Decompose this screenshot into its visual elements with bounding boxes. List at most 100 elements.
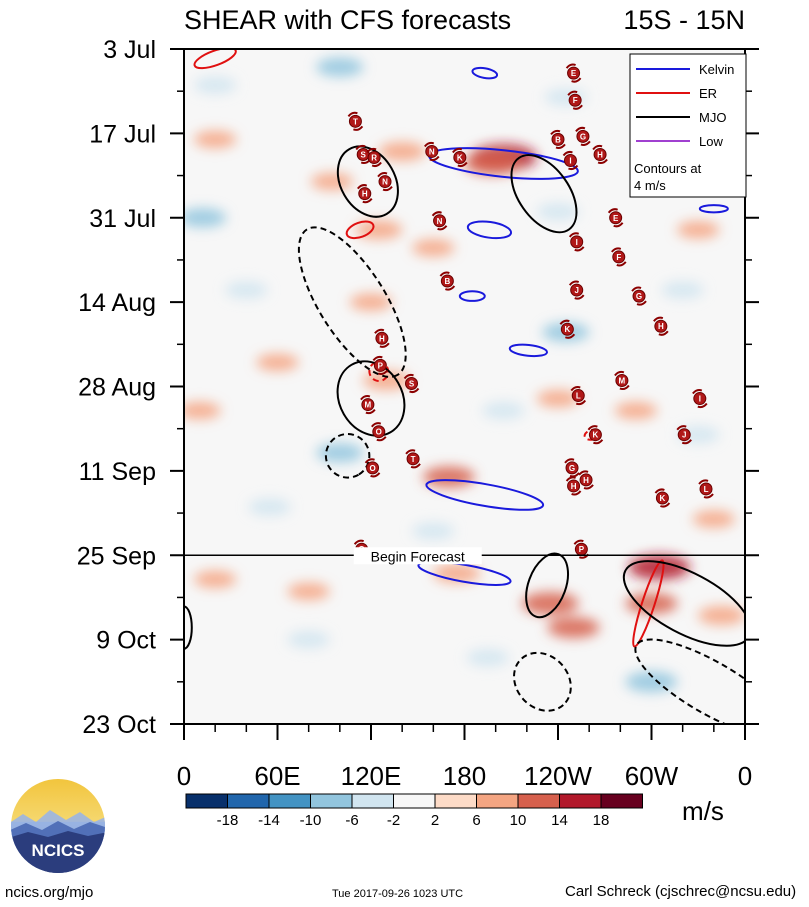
storm-marker: H: [578, 470, 594, 490]
storm-marker-dot: [571, 389, 585, 403]
ncics-logo: NCICS: [8, 776, 108, 881]
colorbar-swatch: [268, 793, 311, 809]
footer-website[interactable]: ncics.org/mjo: [5, 884, 94, 901]
storm-marker-dot: [440, 274, 454, 288]
storm-marker-spiral: [347, 111, 364, 131]
shear-patch: [412, 239, 455, 257]
storm-marker: I: [562, 150, 579, 171]
storm-marker-dot: [655, 491, 669, 505]
storm-marker: G: [575, 126, 591, 146]
kelvin-contour: [466, 220, 513, 240]
storm-marker-dot: [570, 283, 584, 297]
legend-label: Low: [699, 134, 723, 149]
shear-patch: [464, 152, 521, 175]
shear-patch: [466, 649, 510, 667]
storm-marker-dot: [677, 428, 691, 442]
storm-marker-dot: [373, 358, 387, 372]
storm-marker-letter: N: [429, 147, 435, 156]
mjo-contour: [336, 145, 399, 218]
storm-marker-dot: [372, 425, 386, 439]
storm-marker-letter: J: [682, 431, 686, 440]
colorbar-tick-label: 6: [472, 812, 480, 829]
kelvin-contour: [417, 560, 512, 586]
storm-marker-letter: H: [583, 476, 589, 485]
axes: 3 Jul 17 Jul 31 Jul 14 Aug 28 Aug 11 Sep 25 Se…: [77, 36, 759, 791]
shear-patch: [536, 389, 580, 408]
shear-patch: [614, 401, 658, 420]
storm-marker: H: [374, 328, 390, 348]
storm-marker-dot: [366, 461, 380, 475]
storm-marker-dot: [693, 392, 707, 406]
shear-patch: [248, 498, 291, 516]
y-tick-label: 3 Jul: [103, 36, 156, 64]
storm-marker-dot: [588, 428, 602, 442]
shear-patch: [536, 203, 580, 221]
storm-marker-spiral: [564, 458, 580, 478]
ncics-logo-mark: NCICS: [11, 779, 105, 873]
colorbar-swatch: [600, 793, 643, 809]
legend-label: Kelvin: [699, 62, 734, 77]
mjo-contour: [184, 605, 193, 650]
y-tick-label: 31 Jul: [89, 205, 156, 233]
mjo-contour: [634, 638, 745, 724]
colorbar: -18 -14 -10 -6 -2 2 6 10 14 18: [185, 793, 643, 829]
storm-marker-dot: [699, 482, 713, 496]
storm-marker-letter: N: [382, 178, 388, 187]
storm-marker-dot: [593, 147, 607, 161]
storm-marker-spiral: [676, 425, 693, 445]
storm-marker-dot: [615, 373, 629, 387]
storm-marker-dot: [560, 322, 574, 336]
storm-marker-dot: [405, 376, 419, 390]
storm-marker-letter: M: [619, 376, 626, 385]
storm-marker-spiral: [366, 147, 382, 168]
mjo-contour: [324, 433, 371, 479]
storm-marker-letter: F: [573, 96, 578, 105]
storm-marker-letter: K: [457, 153, 463, 162]
storm-marker-dot: [425, 144, 439, 158]
colorbar-swatch: [559, 793, 602, 809]
storm-marker-letter: B: [444, 277, 450, 286]
storm-marker-spiral: [364, 458, 381, 478]
colorbar-swatch: [227, 793, 270, 809]
mjo-contour: [622, 560, 745, 647]
storm-marker-dot: [378, 175, 392, 189]
storm-marker-spiral: [654, 488, 671, 508]
shear-patch: [378, 141, 426, 162]
mjo-contour: [336, 360, 406, 437]
storm-marker: R: [366, 147, 382, 168]
storm-marker: J: [676, 425, 693, 445]
storm-marker-spiral: [592, 144, 608, 165]
storm-marker-spiral: [568, 280, 585, 300]
shear-patch: [698, 605, 745, 626]
storm-marker-spiral: [550, 129, 566, 149]
storm-marker: T: [405, 449, 421, 469]
kelvin-contour: [698, 204, 729, 214]
storm-marker-letter: N: [437, 217, 443, 226]
storm-marker-spiral: [575, 126, 591, 146]
kelvin-contour: [471, 66, 499, 80]
shear-patch: [316, 57, 364, 77]
storm-marker-spiral: [372, 355, 389, 375]
y-tick-label: 11 Sep: [79, 458, 156, 486]
storm-marker-spiral: [587, 425, 604, 445]
storm-marker-letter: H: [362, 190, 368, 199]
storm-marker-letter: E: [613, 214, 619, 223]
storm-marker-letter: E: [571, 69, 577, 78]
storm-marker-spiral: [377, 172, 393, 192]
storm-marker-dot: [433, 214, 447, 228]
storm-marker-spiral: [614, 370, 630, 391]
storm-marker-dot: [612, 250, 626, 264]
storm-marker-dot: [576, 129, 590, 143]
shear-patch: [193, 130, 237, 149]
shear-patch: [310, 172, 354, 191]
y-tick-label: 14 Aug: [78, 289, 156, 317]
storm-marker-spiral: [559, 319, 576, 339]
shear-patch: [625, 671, 678, 693]
er-contour: [632, 559, 665, 648]
storm-marker-dot: [406, 452, 420, 466]
kelvin-contour: [508, 343, 548, 358]
shear-patch: [482, 401, 525, 420]
storm-marker-letter: H: [379, 334, 385, 343]
footer-author: Carl Schreck (cjschrec@ncsu.edu): [565, 883, 797, 900]
